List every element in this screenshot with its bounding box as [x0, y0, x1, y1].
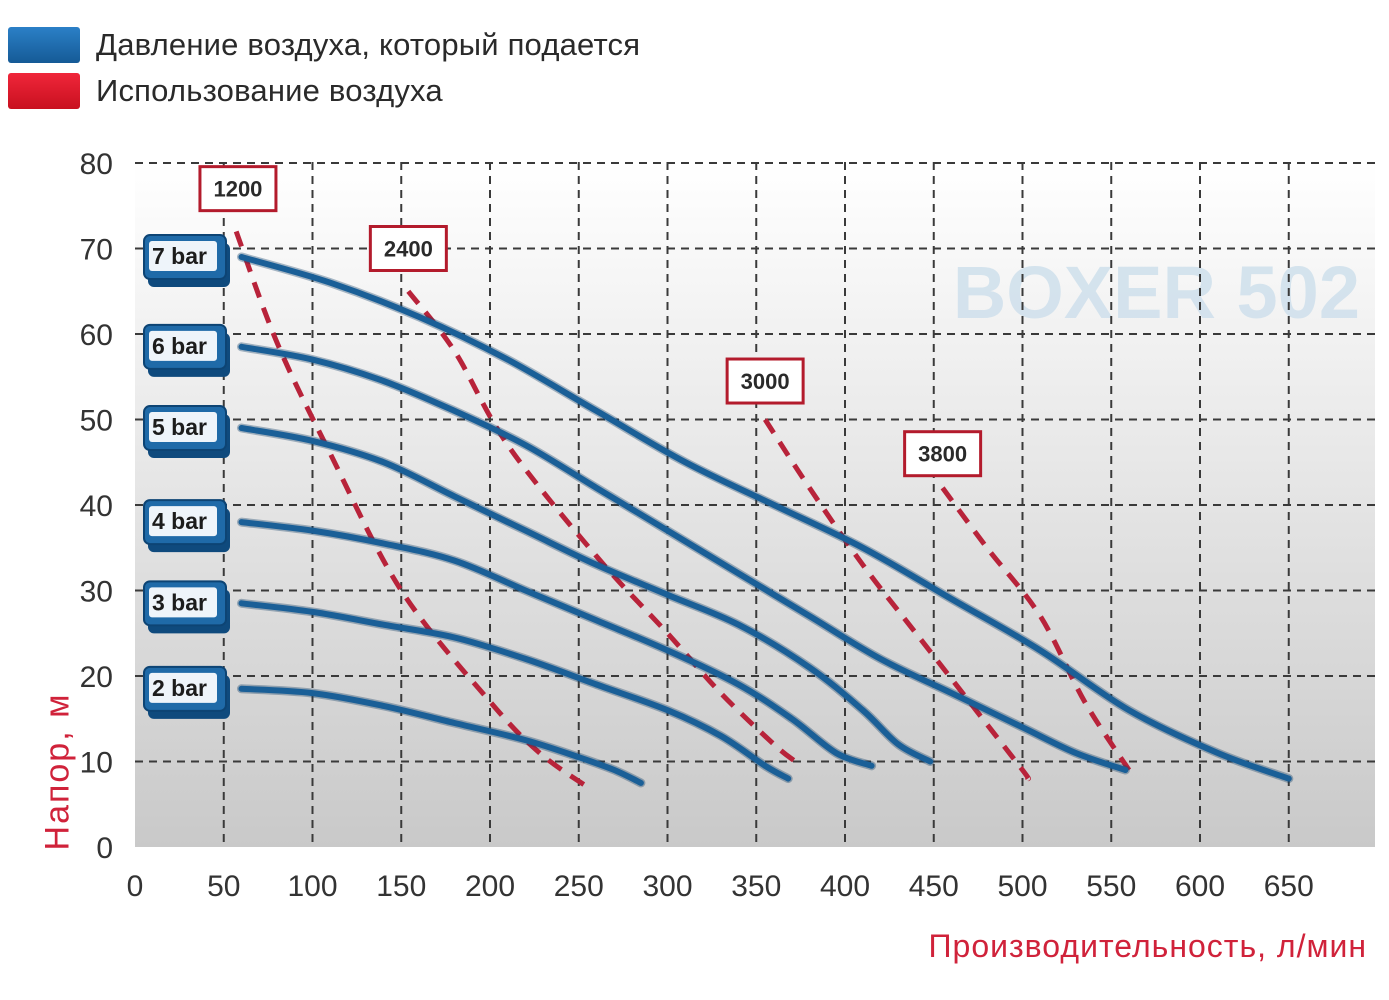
x-tick-label: 200 [465, 870, 515, 903]
consumption-line-2400 [406, 289, 797, 764]
pressure-label: 4 bar [152, 508, 207, 534]
x-axis-title: Производительность, л/мин [928, 928, 1367, 964]
pressure-label: 7 bar [152, 243, 207, 269]
pressure-label: 5 bar [152, 414, 207, 440]
consumption-label: 2400 [384, 237, 433, 262]
x-tick-label: 250 [554, 870, 604, 903]
legend: Давление воздуха, который подается Испол… [8, 22, 640, 114]
pressure-label: 2 bar [152, 675, 207, 701]
x-tick-label: 150 [376, 870, 426, 903]
pressure-curve-5-bar [238, 425, 934, 765]
series-labels: 7 bar 6 bar 5 bar 4 bar 3 bar 2 bar 1200 2400 30… [143, 165, 983, 719]
x-tick-label: 650 [1264, 870, 1314, 903]
x-tick-label: 550 [1086, 870, 1136, 903]
consumption-label: 3000 [741, 369, 790, 394]
y-axis-title: Напор, м [38, 692, 77, 851]
consumption-lines [233, 230, 1132, 790]
pressure-curve-3-bar [238, 600, 792, 782]
consumption-label: 1200 [213, 177, 262, 202]
consumption-label-box [198, 165, 278, 213]
pressure-label-face [149, 506, 217, 537]
legend-item-pressure: Давление воздуха, который подается [8, 22, 640, 68]
y-tick-label: 0 [96, 832, 113, 865]
legend-label-pressure: Давление воздуха, который подается [96, 27, 641, 62]
legend-swatch-consumption [8, 73, 80, 109]
pressure-curve-6-bar [238, 343, 1129, 773]
pressure-label: 6 bar [152, 333, 207, 359]
pressure-curves [237, 252, 1294, 788]
x-tick-label: 100 [287, 870, 337, 903]
x-tick-label: 450 [909, 870, 959, 903]
y-tick-label: 40 [80, 490, 113, 523]
y-tick-label: 30 [80, 576, 113, 609]
consumption-label: 3800 [918, 442, 967, 467]
consumption-line-3800 [940, 486, 1132, 772]
legend-swatch-pressure [8, 27, 80, 63]
x-tick-label: 600 [1175, 870, 1225, 903]
pressure-curve-4-bar [238, 519, 875, 769]
x-tick-label: 400 [820, 870, 870, 903]
pressure-label-face [149, 412, 217, 443]
pressure-label-face [149, 241, 217, 272]
consumption-line-3000 [763, 418, 1031, 782]
legend-label-consumption: Использование воздуха [96, 73, 443, 108]
x-tick-label: 50 [207, 870, 240, 903]
consumption-line-1200 [233, 230, 590, 790]
consumption-label-box [368, 225, 448, 272]
y-tick-label: 80 [80, 148, 113, 181]
y-tick-label: 70 [80, 234, 113, 267]
legend-item-consumption: Использование воздуха [8, 68, 640, 114]
x-tick-label: 0 [127, 870, 144, 903]
x-tick-label: 500 [997, 870, 1047, 903]
y-tick-label: 20 [80, 661, 113, 694]
y-tick-label: 60 [80, 319, 113, 352]
y-tick-label: 50 [80, 405, 113, 438]
x-axis-ticks: 0 50 100 150 200 250 300 350 400 450 500 550 600 650 [127, 870, 1314, 903]
consumption-label-box [903, 430, 983, 478]
pressure-label: 3 bar [152, 589, 207, 615]
x-tick-label: 300 [642, 870, 692, 903]
pressure-label-face [149, 587, 217, 618]
pressure-curve-2-bar [238, 685, 644, 786]
grid [135, 162, 1375, 847]
x-tick-label: 350 [731, 870, 781, 903]
pressure-curve-7-bar [238, 254, 1292, 782]
pressure-label-face [149, 330, 217, 361]
y-axis-ticks: 0 10 20 30 40 50 60 70 80 [80, 148, 113, 865]
consumption-label-box [725, 357, 805, 405]
y-tick-label: 10 [80, 747, 113, 780]
pressure-label-face [149, 672, 217, 703]
watermark: BOXER 502 [953, 251, 1360, 334]
